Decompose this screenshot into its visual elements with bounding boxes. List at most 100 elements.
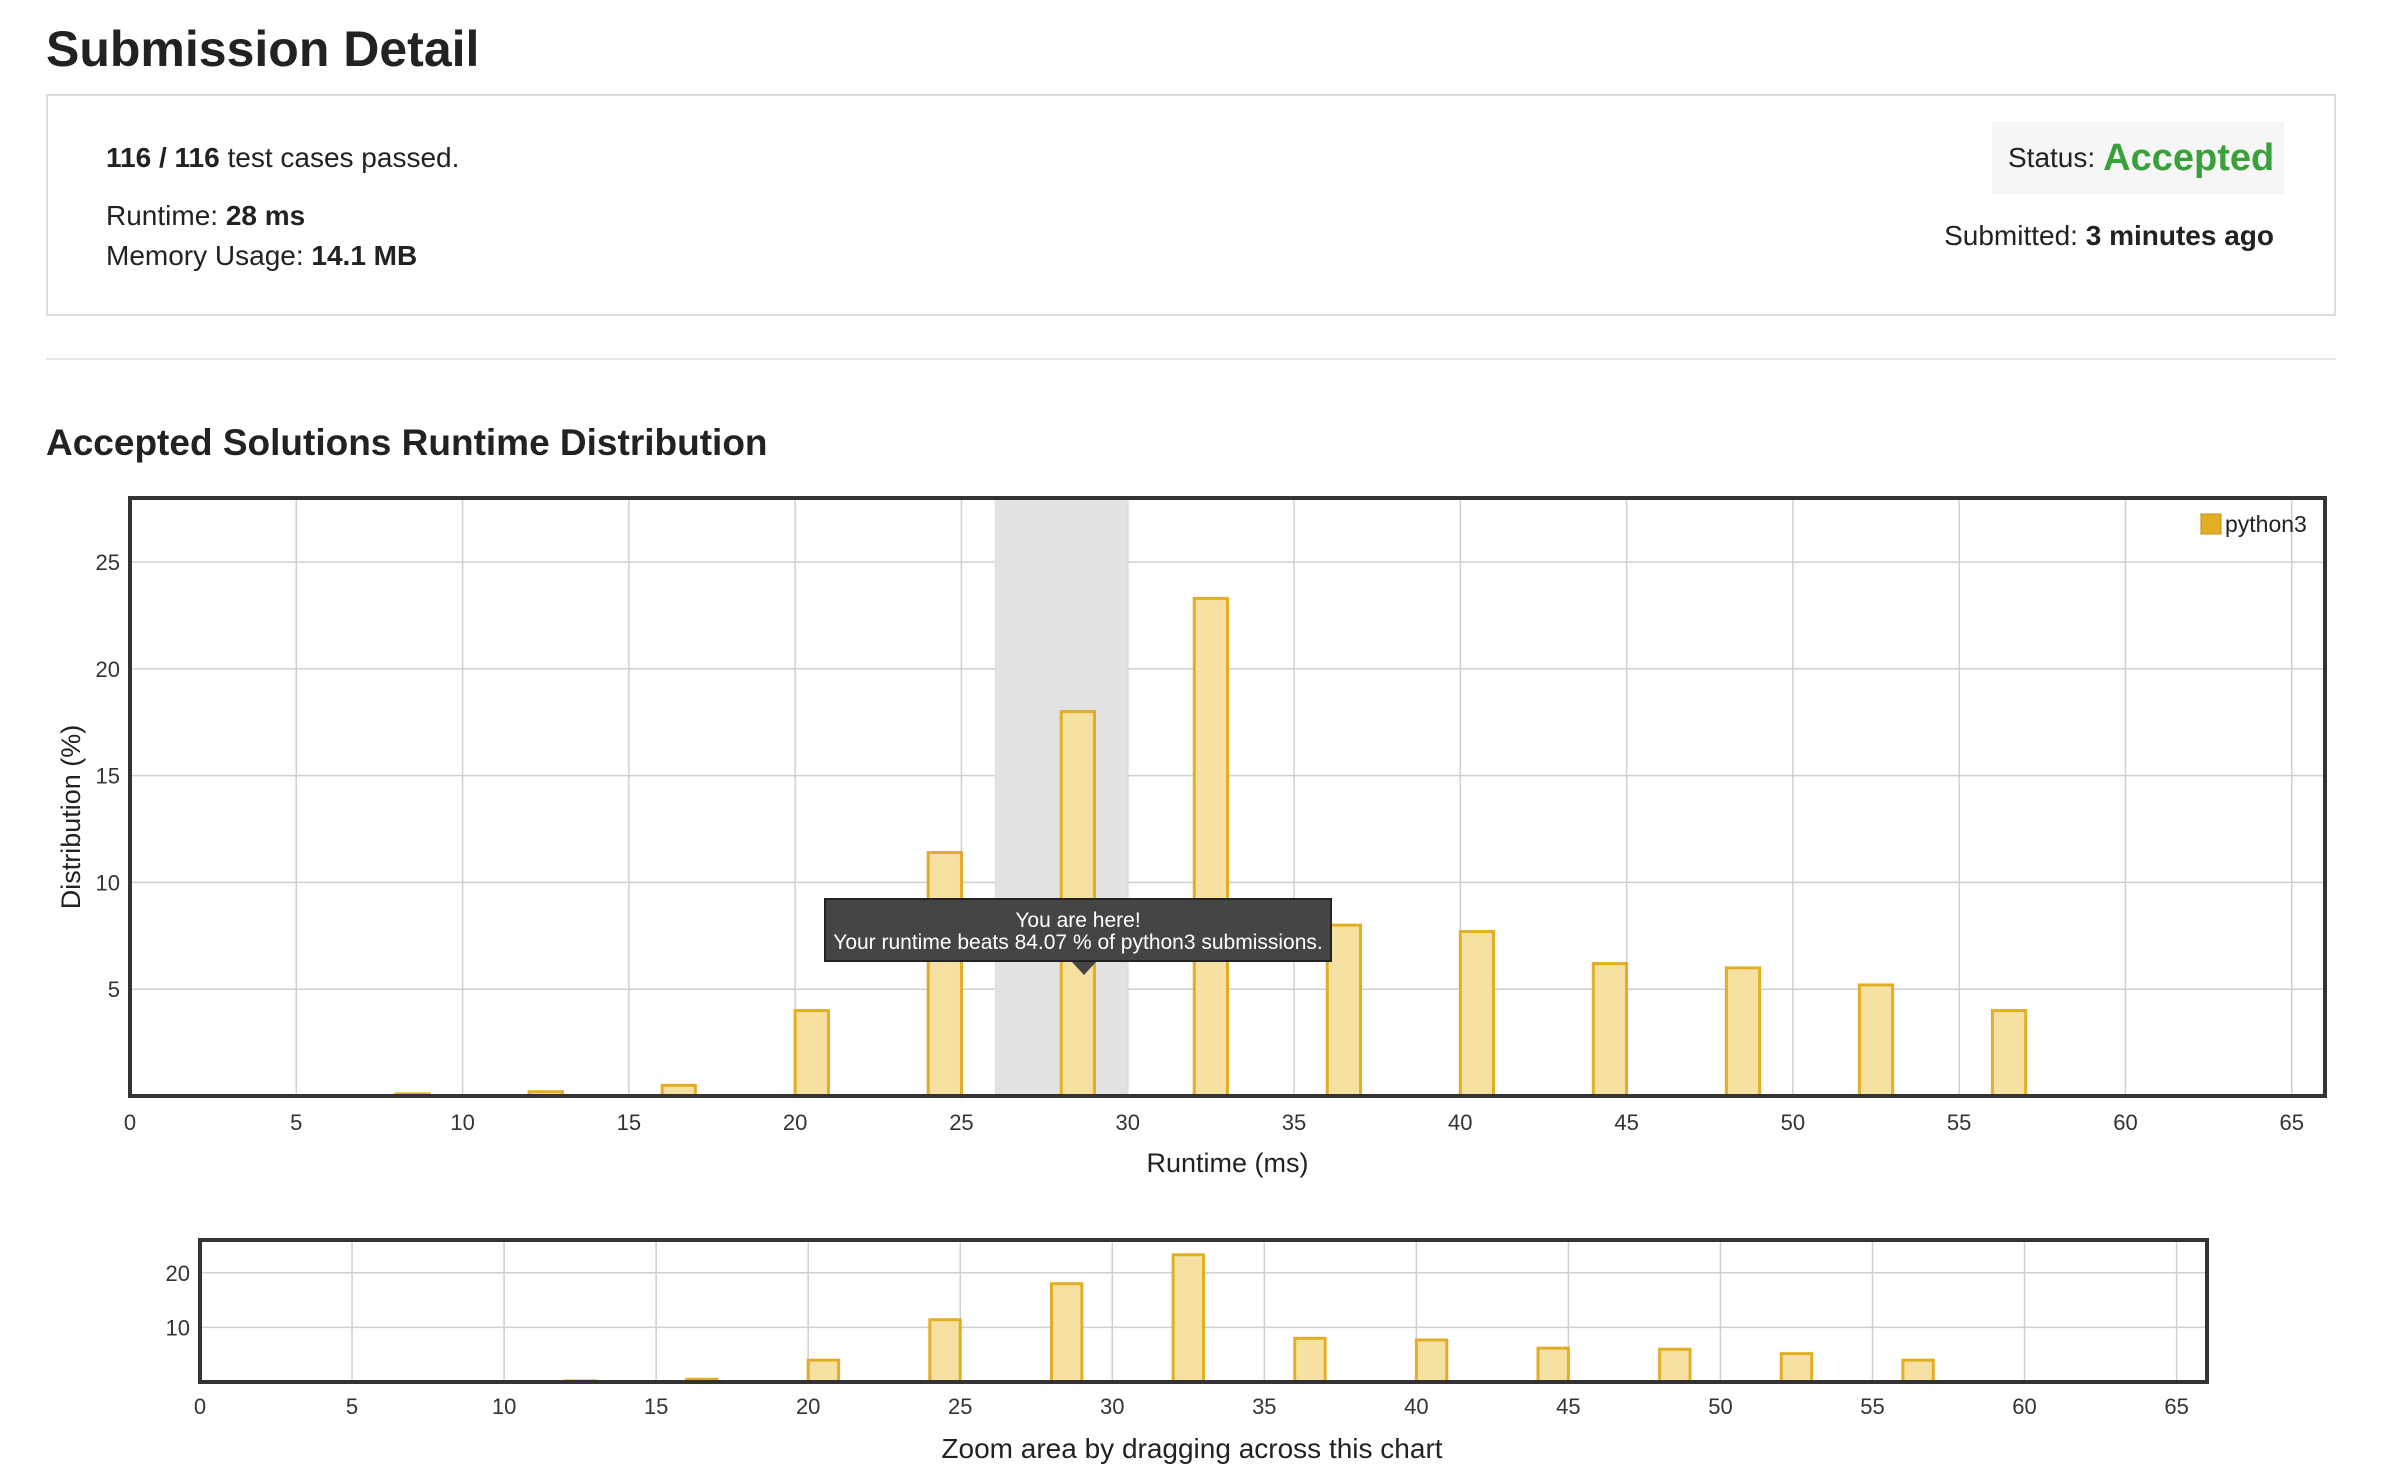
legend-swatch-python3 — [2200, 513, 2222, 535]
runtime-bar[interactable] — [1857, 983, 1895, 1098]
your-runtime-highlight-band — [994, 498, 1128, 1096]
navigator-frame — [198, 1238, 2209, 1384]
memory-row: Memory Usage: 14.1 MB — [106, 240, 417, 272]
main-chart-x-axis-label: Runtime (ms) — [1146, 1148, 1308, 1178]
tooltip-box: You are here! Your runtime beats 84.07 %… — [824, 898, 1332, 962]
y-tick-label: 20 — [96, 657, 120, 682]
zoom-caption: Zoom area by dragging across this chart — [941, 1433, 1442, 1464]
runtime-bar[interactable] — [660, 1083, 697, 1098]
main-chart-y-ticks: 5 10 15 20 25 — [96, 550, 120, 1002]
x-tick-label: 30 — [1115, 1110, 1139, 1135]
status-box: Status: Accepted — [1992, 122, 2284, 194]
x-tick-label: 20 — [796, 1394, 820, 1419]
x-tick-label: 15 — [644, 1394, 668, 1419]
runtime-bar[interactable] — [1658, 1347, 1692, 1384]
y-tick-label: 10 — [96, 870, 120, 895]
memory-label: Memory Usage: — [106, 240, 304, 271]
x-tick-label: 55 — [1860, 1394, 1884, 1419]
runtime-bar[interactable] — [1779, 1352, 1814, 1384]
x-tick-label: 55 — [1947, 1110, 1971, 1135]
memory-value: 14.1 MB — [311, 240, 418, 271]
runtime-bar[interactable] — [685, 1377, 719, 1384]
x-tick-label: 0 — [124, 1110, 136, 1135]
y-tick-label: 15 — [96, 764, 120, 789]
x-tick-label: 25 — [948, 1394, 972, 1419]
navigator-x-ticks: 0 5 10 15 20 25 30 35 40 45 50 55 60 65 — [194, 1394, 2189, 1419]
runtime-row: Runtime: 28 ms — [106, 200, 305, 232]
runtime-bar[interactable] — [1293, 1336, 1327, 1384]
runtime-bar[interactable] — [1901, 1358, 1935, 1384]
x-tick-label: 40 — [1448, 1110, 1472, 1135]
runtime-bar[interactable] — [926, 851, 963, 1098]
x-tick-label: 5 — [290, 1110, 302, 1135]
test-cases-suffix: test cases passed. — [227, 142, 460, 173]
navigator-bars — [441, 1253, 1935, 1384]
runtime-bar[interactable] — [563, 1379, 597, 1384]
legend-label-python3: python3 — [2225, 511, 2307, 537]
navigator-grid — [200, 1240, 2207, 1382]
x-tick-label: 65 — [2164, 1394, 2188, 1419]
x-tick-label: 30 — [1100, 1394, 1124, 1419]
runtime-bar[interactable] — [1724, 966, 1762, 1098]
runtime-value: 28 ms — [225, 200, 306, 231]
status-accepted[interactable]: Accepted — [2103, 136, 2275, 179]
main-chart-y-axis-label: Distribution (%) — [56, 725, 86, 910]
y-tick-label: 10 — [166, 1315, 190, 1340]
y-tick-label: 25 — [96, 550, 120, 575]
runtime-bar[interactable] — [1171, 1253, 1206, 1384]
x-tick-label: 60 — [2113, 1110, 2137, 1135]
main-chart-x-ticks: 0 5 10 15 20 25 30 35 40 45 50 55 60 65 — [124, 1110, 2304, 1135]
tooltip-arrow — [1072, 962, 1096, 975]
main-chart-frame — [128, 496, 2327, 1098]
main-chart-grid — [130, 498, 2325, 1096]
tooltip-line-2: Your runtime beats 84.07 % of python3 su… — [833, 931, 1323, 954]
status-label: Status: — [2008, 142, 2096, 173]
x-tick-label: 0 — [194, 1394, 206, 1419]
runtime-distribution-title: Accepted Solutions Runtime Distribution — [46, 422, 768, 463]
runtime-bar[interactable] — [394, 1092, 431, 1098]
submitted-value: 3 minutes ago — [2085, 220, 2274, 251]
runtime-bar[interactable] — [1990, 1009, 2028, 1098]
runtime-bar[interactable] — [1325, 923, 1363, 1098]
runtime-bar[interactable] — [1536, 1346, 1570, 1384]
navigator-y-ticks: 10 20 — [166, 1261, 190, 1341]
runtime-bar[interactable] — [527, 1090, 564, 1098]
test-cases-summary: 116 / 116 test cases passed. — [106, 142, 459, 174]
tooltip-line-1: You are here! — [1015, 909, 1141, 932]
chart-legend[interactable]: python3 — [2200, 511, 2307, 537]
runtime-bar[interactable] — [1192, 596, 1230, 1098]
x-tick-label: 35 — [1252, 1394, 1276, 1419]
runtime-tooltip: You are here! Your runtime beats 84.07 %… — [824, 898, 1332, 975]
runtime-bar[interactable] — [928, 1318, 962, 1384]
main-chart-bars — [394, 596, 2028, 1098]
x-tick-label: 20 — [783, 1110, 807, 1135]
runtime-bar[interactable] — [1458, 930, 1496, 1098]
runtime-bar[interactable] — [441, 1379, 476, 1384]
x-tick-label: 40 — [1404, 1394, 1428, 1419]
x-tick-label: 65 — [2280, 1110, 2304, 1135]
runtime-bar[interactable] — [1414, 1338, 1449, 1384]
runtime-bar[interactable] — [806, 1358, 841, 1384]
x-tick-label: 45 — [1556, 1394, 1580, 1419]
submitted-label: Submitted: — [1944, 220, 2078, 251]
submission-summary-panel: 116 / 116 test cases passed. Runtime: 28… — [46, 94, 2336, 316]
x-tick-label: 5 — [346, 1394, 358, 1419]
runtime-bar[interactable] — [1591, 962, 1629, 1098]
section-divider — [46, 358, 2336, 360]
runtime-bar[interactable] — [1049, 1282, 1084, 1384]
x-tick-label: 25 — [949, 1110, 973, 1135]
page-title: Submission Detail — [46, 21, 480, 77]
zoom-caption-wrap: Zoom area by dragging across this chart — [941, 1433, 1442, 1464]
x-tick-label: 45 — [1614, 1110, 1638, 1135]
x-tick-label: 60 — [2012, 1394, 2036, 1419]
x-tick-label: 10 — [492, 1394, 516, 1419]
x-tick-label: 50 — [1781, 1110, 1805, 1135]
x-tick-label: 15 — [617, 1110, 641, 1135]
test-cases-count: 116 / 116 — [106, 142, 220, 173]
x-tick-label: 35 — [1282, 1110, 1306, 1135]
runtime-label: Runtime: — [106, 200, 219, 231]
submitted-row: Submitted: 3 minutes ago — [1944, 220, 2274, 252]
y-tick-label: 20 — [166, 1261, 190, 1286]
x-tick-label: 50 — [1708, 1394, 1732, 1419]
runtime-bar[interactable] — [793, 1009, 830, 1098]
